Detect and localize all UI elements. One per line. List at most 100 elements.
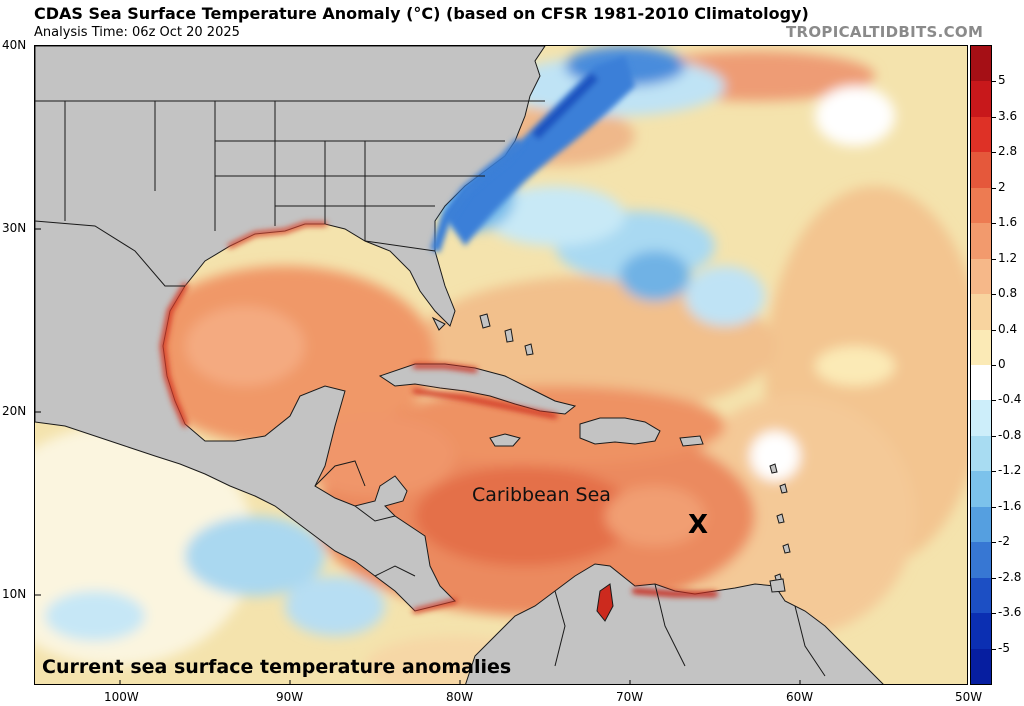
sst-anomaly-map xyxy=(34,45,968,685)
colorbar-label: 5 xyxy=(998,73,1006,88)
border-line xyxy=(374,565,416,577)
gulf-stream-cold-anomaly xyxy=(445,56,635,246)
colorbar-tick xyxy=(992,400,996,402)
colorbar-segment xyxy=(971,613,991,650)
texas-coast-hot-fringe xyxy=(159,283,188,427)
colorbar-label: 2.8 xyxy=(998,144,1018,159)
longitude-label: 90W xyxy=(276,690,304,704)
map-canvas xyxy=(35,46,967,684)
carolina-cold-strip xyxy=(430,137,524,253)
cuba-north-hot-fringe xyxy=(412,363,478,373)
gulf-stream-cold-core xyxy=(531,72,599,140)
latitude-label: 40N xyxy=(2,38,27,52)
gulf-coast-hot-fringe xyxy=(227,221,328,249)
colorbar-tick xyxy=(992,294,996,296)
longitude-label: 100W xyxy=(104,690,139,704)
atlantic-warm-patch xyxy=(675,396,915,636)
bahamas-islands xyxy=(479,313,534,356)
map-caption: Current sea surface temperature anomalie… xyxy=(42,656,512,678)
caribbean-hot-core xyxy=(415,466,635,566)
central-america-hot-fringe xyxy=(412,598,458,614)
neutral-patch xyxy=(750,431,800,481)
border-line xyxy=(654,583,686,667)
chart-title: CDAS Sea Surface Temperature Anomaly (°C… xyxy=(34,4,809,23)
colorbar-tick xyxy=(992,471,996,473)
border-line xyxy=(554,590,566,667)
colorbar-label: -5 xyxy=(998,640,1010,655)
x-marker: X xyxy=(688,510,709,540)
caribbean-warm-patch xyxy=(385,386,725,466)
trinidad-island xyxy=(769,578,786,593)
brand-watermark: TROPICALTIDBITS.COM xyxy=(786,23,984,41)
analysis-time: Analysis Time: 06z Oct 20 2025 xyxy=(34,25,240,40)
colorbar xyxy=(970,45,992,685)
colorbar-segment xyxy=(971,329,991,366)
colorbar-segment xyxy=(971,294,991,331)
latitude-label: 10N xyxy=(2,587,27,601)
pacific-cool-patch xyxy=(45,591,145,641)
colorbar-tick xyxy=(992,152,996,154)
colorbar-tick xyxy=(992,223,996,225)
pacific-cool-patch xyxy=(285,576,385,636)
colorbar-segment xyxy=(971,365,991,401)
florida-keys xyxy=(431,316,446,331)
colorbar-tick xyxy=(992,506,996,508)
colorbar-tick xyxy=(992,613,996,615)
colorbar-label: 2 xyxy=(998,179,1006,194)
colorbar-label: -0.8 xyxy=(998,427,1022,442)
colorbar-label: 0.4 xyxy=(998,321,1018,336)
colorbar-tick xyxy=(992,542,996,544)
colorbar-label: -2.8 xyxy=(998,569,1022,584)
colorbar-tick xyxy=(992,258,996,260)
colorbar-segment xyxy=(971,81,991,118)
longitude-label: 50W xyxy=(955,690,983,704)
colorbar-label: 0.8 xyxy=(998,286,1018,301)
colorbar-tick xyxy=(992,81,996,83)
latitude-label: 20N xyxy=(2,404,27,418)
latitude-label: 30N xyxy=(2,221,27,235)
colorbar-tick xyxy=(992,329,996,331)
colorbar-tick xyxy=(992,365,996,366)
jamaica-island xyxy=(489,433,521,447)
colorbar-label: 0 xyxy=(998,357,1006,371)
east-coast-cold-strip xyxy=(430,137,524,253)
hispaniola-island xyxy=(579,417,661,445)
colorbar-label: -1.6 xyxy=(998,498,1022,513)
caribbean-warm-patch xyxy=(295,416,455,496)
pacific-cool-patch xyxy=(185,516,325,596)
atlantic-cold-patch xyxy=(620,251,690,301)
atlantic-cool-patch xyxy=(485,186,625,246)
border-line xyxy=(354,505,396,522)
colorbar-segment xyxy=(971,116,991,153)
colorbar-segment xyxy=(971,152,991,189)
colorbar-label: -1.2 xyxy=(998,463,1022,478)
border-line xyxy=(314,460,366,487)
neutral-patch xyxy=(815,86,895,146)
neutral-patch xyxy=(815,346,895,386)
colorbar-segment xyxy=(971,577,991,614)
colorbar-tick xyxy=(992,187,996,189)
colorbar-label: 3.6 xyxy=(998,108,1018,123)
colorbar-tick xyxy=(992,648,996,650)
colorbar-segment xyxy=(971,542,991,579)
colorbar-tick xyxy=(992,577,996,579)
border-line xyxy=(364,240,436,252)
colorbar-segment xyxy=(971,187,991,224)
puerto-rico-island xyxy=(679,435,704,447)
colorbar-label: -2 xyxy=(998,534,1010,549)
lake-maracaibo xyxy=(596,583,614,622)
cuba-south-hot-fringe xyxy=(412,388,558,419)
longitude-label: 80W xyxy=(446,690,474,704)
colorbar-label: 1.2 xyxy=(998,250,1018,265)
colorbar-segment xyxy=(971,400,991,437)
north-america-land xyxy=(35,46,546,612)
longitude-label: 60W xyxy=(786,690,814,704)
colorbar-segment xyxy=(971,506,991,543)
coastal-warm-fringes xyxy=(159,221,718,614)
colorbar-label: -0.4 xyxy=(998,392,1022,407)
lesser-antilles-islands xyxy=(769,463,791,584)
colorbar-label: -3.6 xyxy=(998,605,1022,620)
colorbar-segment xyxy=(971,46,991,82)
longitude-label: 70W xyxy=(616,690,644,704)
political-borders xyxy=(35,100,826,677)
